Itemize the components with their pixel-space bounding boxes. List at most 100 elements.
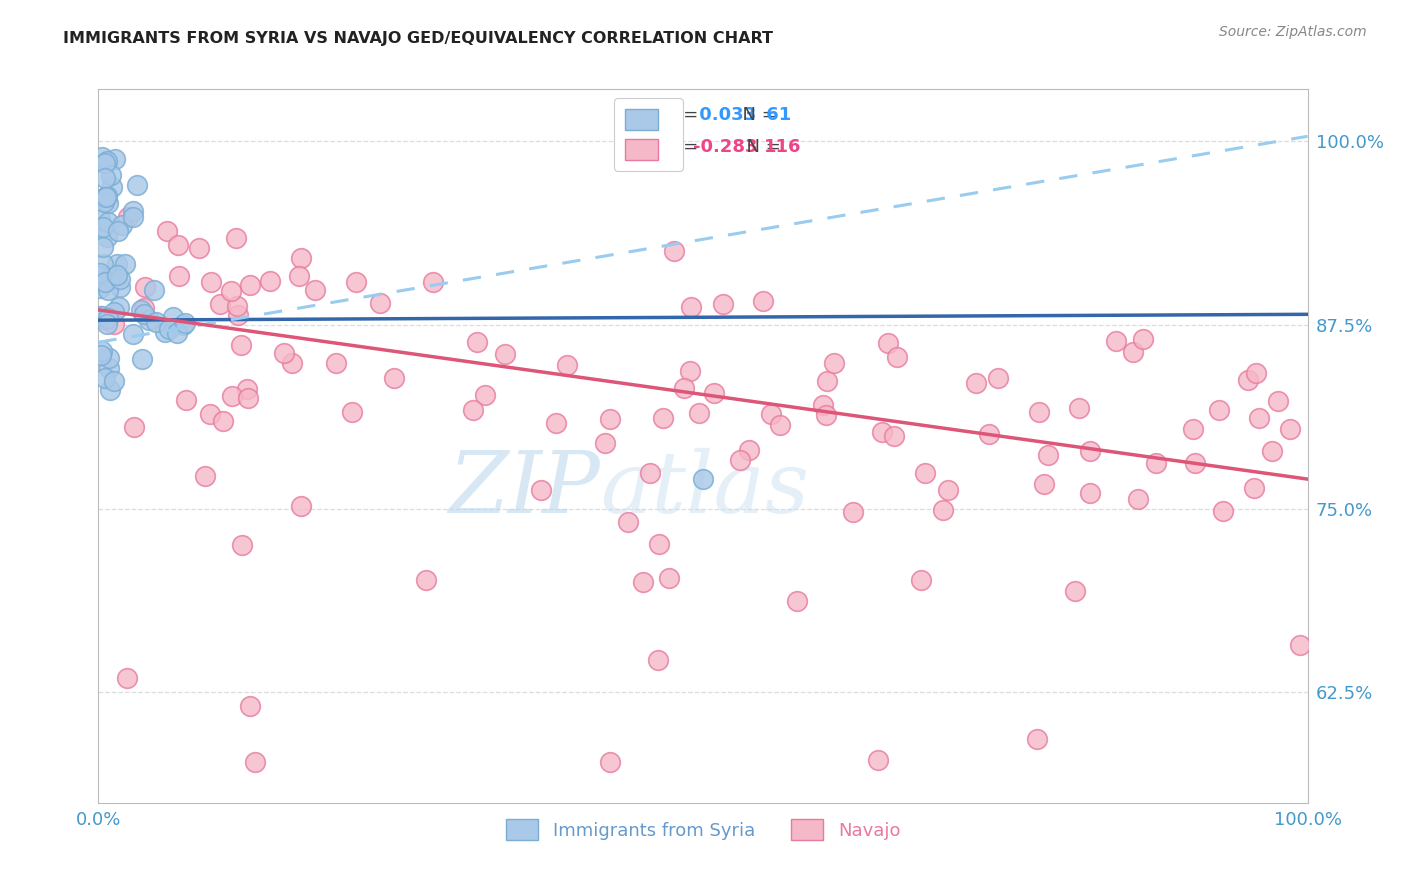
Point xyxy=(89,266,111,280)
Point xyxy=(914,466,936,480)
Point xyxy=(225,300,247,314)
Point xyxy=(647,652,669,666)
Point xyxy=(105,268,128,283)
Point xyxy=(599,412,621,426)
Point xyxy=(167,238,190,252)
Point xyxy=(648,537,671,551)
Point xyxy=(200,275,222,289)
Point xyxy=(1132,332,1154,346)
Point xyxy=(786,594,808,608)
Point xyxy=(382,371,405,385)
Point xyxy=(104,152,127,166)
Point xyxy=(368,295,391,310)
Point xyxy=(219,285,242,299)
Point xyxy=(290,251,312,265)
Point xyxy=(546,417,568,431)
Point xyxy=(1244,366,1267,380)
Point xyxy=(651,411,673,425)
Point xyxy=(1078,485,1101,500)
Point xyxy=(738,443,761,458)
Point xyxy=(94,190,117,204)
Point xyxy=(166,326,188,341)
Point xyxy=(910,573,932,587)
Point xyxy=(93,240,115,254)
Point xyxy=(212,414,235,428)
Point xyxy=(711,297,734,311)
Point xyxy=(555,358,578,372)
Point xyxy=(1278,422,1301,436)
Point xyxy=(169,268,191,283)
Point xyxy=(530,483,553,497)
Point xyxy=(236,382,259,396)
Point xyxy=(145,315,167,329)
Text: R =: R = xyxy=(665,138,704,156)
Point xyxy=(1212,504,1234,518)
Point xyxy=(156,224,179,238)
Point xyxy=(108,272,131,286)
Point xyxy=(672,381,695,395)
Point xyxy=(1069,401,1091,416)
Point xyxy=(1122,344,1144,359)
Point xyxy=(129,302,152,317)
Point xyxy=(208,297,231,311)
Point xyxy=(103,374,125,388)
Point xyxy=(692,472,714,486)
Point xyxy=(94,312,117,326)
Point xyxy=(225,231,247,245)
Point xyxy=(198,407,221,421)
Point xyxy=(842,505,865,519)
Text: R =: R = xyxy=(665,106,704,124)
Point xyxy=(664,244,686,259)
Text: Source: ZipAtlas.com: Source: ZipAtlas.com xyxy=(1219,25,1367,39)
Point xyxy=(1144,456,1167,470)
Point xyxy=(288,268,311,283)
Point xyxy=(593,435,616,450)
Point xyxy=(91,309,114,323)
Point xyxy=(98,271,121,285)
Point xyxy=(811,398,834,412)
Point xyxy=(96,154,118,169)
Point xyxy=(89,281,111,295)
Point xyxy=(94,171,117,186)
Point xyxy=(987,370,1010,384)
Point xyxy=(474,388,496,402)
Point xyxy=(111,218,134,232)
Point xyxy=(769,418,792,433)
Point xyxy=(1078,444,1101,458)
Point xyxy=(494,347,516,361)
Point xyxy=(90,348,112,362)
Point xyxy=(977,427,1000,442)
Point xyxy=(188,241,211,255)
Point xyxy=(1126,491,1149,506)
Point xyxy=(868,753,890,767)
Point xyxy=(1036,448,1059,462)
Point xyxy=(886,351,908,365)
Point xyxy=(965,376,987,391)
Point xyxy=(463,403,485,417)
Point xyxy=(115,671,138,685)
Point xyxy=(131,351,153,366)
Point xyxy=(107,224,129,238)
Point xyxy=(97,195,120,210)
Point xyxy=(872,425,894,439)
Point xyxy=(931,503,953,517)
Point xyxy=(815,374,838,388)
Point xyxy=(89,309,111,323)
Point xyxy=(157,322,180,336)
Point xyxy=(103,317,125,331)
Point xyxy=(1064,583,1087,598)
Point xyxy=(728,452,751,467)
Text: 0.033: 0.033 xyxy=(693,106,756,124)
Point xyxy=(122,203,145,218)
Point xyxy=(91,219,114,234)
Point xyxy=(107,301,129,315)
Point xyxy=(122,420,145,434)
Point xyxy=(162,310,184,325)
Point xyxy=(97,310,120,325)
Point xyxy=(93,194,115,209)
Text: ZIP: ZIP xyxy=(449,448,600,530)
Point xyxy=(105,257,128,271)
Point xyxy=(815,408,838,422)
Point xyxy=(221,389,243,403)
Point xyxy=(105,268,128,283)
